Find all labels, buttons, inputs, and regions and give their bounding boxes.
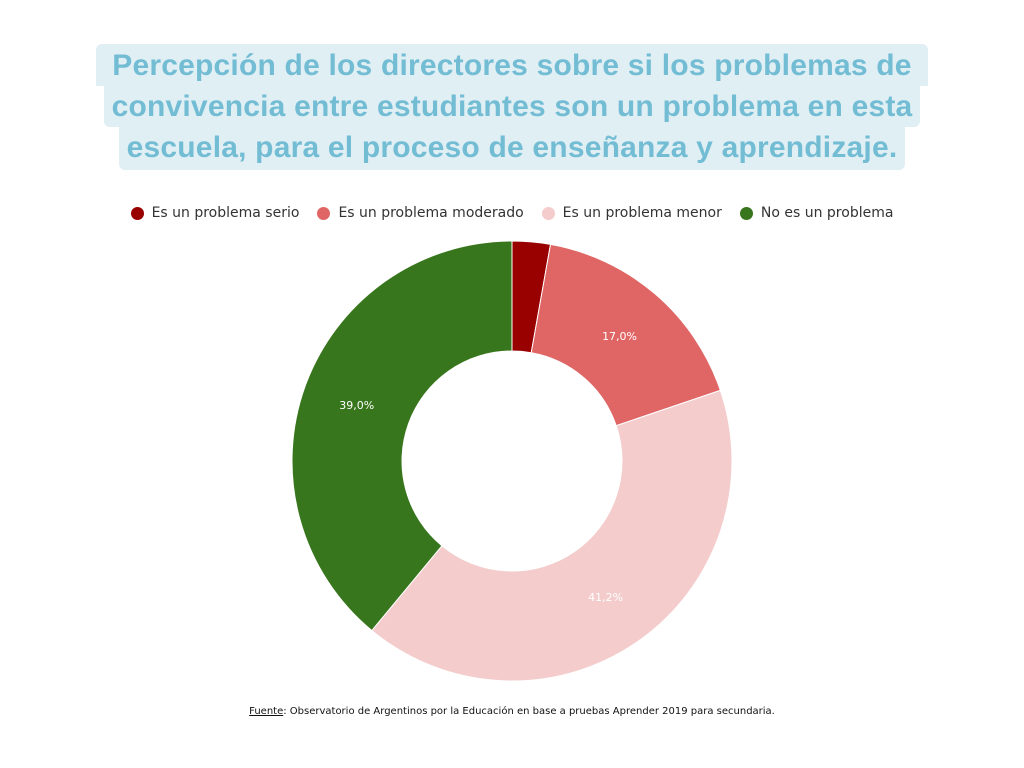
slice-label: 41,2% [588, 591, 623, 604]
title-line: convivencia entre estudiantes son un pro… [103, 86, 921, 127]
source-prefix: Fuente [249, 706, 284, 717]
legend-swatch [541, 206, 555, 220]
donut-slice[interactable] [371, 389, 733, 682]
legend-label: No es un problema [760, 205, 894, 221]
legend-label: Es un problema moderado [338, 205, 524, 221]
legend-label: Es un problema serio [151, 205, 300, 221]
chart-title: Percepción de los directores sobre si lo… [0, 44, 1024, 170]
legend-swatch [317, 206, 331, 220]
donut-slice[interactable] [530, 243, 721, 427]
title-line: Percepción de los directores sobre si lo… [96, 44, 928, 86]
source-note: Fuente: Observatorio de Argentinos por l… [0, 706, 1024, 717]
legend-label: Es un problema menor [562, 205, 722, 221]
legend-item[interactable]: Es un problema menor [541, 205, 722, 221]
legend-swatch [130, 206, 144, 220]
legend-item[interactable]: No es un problema [739, 205, 894, 221]
legend-item[interactable]: Es un problema serio [130, 205, 300, 221]
title-line: escuela, para el proceso de enseñanza y … [118, 127, 906, 170]
donut-slice[interactable] [291, 240, 513, 632]
chart-legend: Es un problema serio Es un problema moder… [0, 205, 1024, 221]
legend-item[interactable]: Es un problema moderado [317, 205, 524, 221]
slice-label: 17,0% [602, 330, 637, 343]
source-text: : Observatorio de Argentinos por la Educ… [283, 706, 775, 717]
legend-swatch [739, 206, 753, 220]
slice-label: 39,0% [339, 399, 374, 412]
